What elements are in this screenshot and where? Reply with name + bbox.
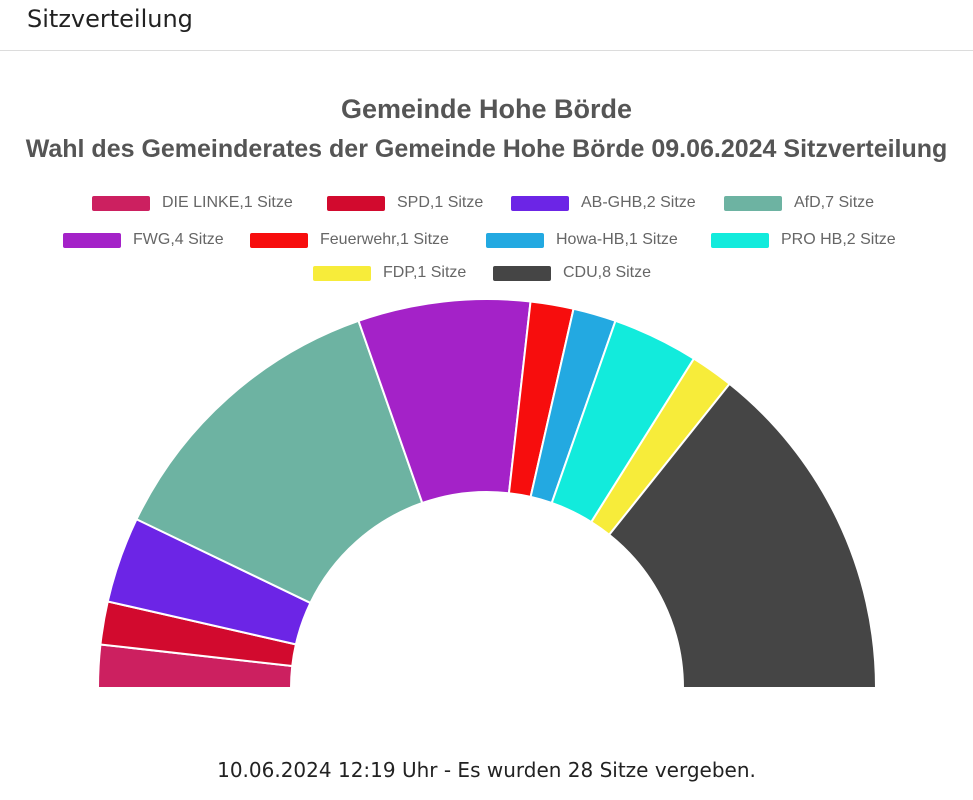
legend-swatch xyxy=(711,232,769,248)
legend-item[interactable]: PRO HB,2 Sitze xyxy=(711,227,896,253)
legend-item[interactable]: FDP,1 Sitze xyxy=(313,260,466,286)
legend-row: FDP,1 Sitze CDU,8 Sitze xyxy=(0,260,973,286)
legend-swatch xyxy=(724,195,782,211)
legend-swatch xyxy=(313,265,371,281)
chart-subtitle: Wahl des Gemeinderates der Gemeinde Hohe… xyxy=(25,135,948,163)
legend-swatch xyxy=(63,232,121,248)
page-title: Sitzverteilung xyxy=(27,5,193,33)
legend-label: AfD,7 Sitze xyxy=(794,194,875,211)
legend-swatch xyxy=(511,195,569,211)
footer-status: 10.06.2024 12:19 Uhr - Es wurden 28 Sitz… xyxy=(217,758,756,782)
legend-item[interactable]: Howa-HB,1 Sitze xyxy=(486,227,678,253)
legend-label: AB-GHB,2 Sitze xyxy=(581,194,696,211)
legend-item[interactable]: CDU,8 Sitze xyxy=(493,260,651,286)
legend-row: FWG,4 Sitze Feuerwehr,1 Sitze Howa-HB,1 … xyxy=(0,227,973,253)
legend-label: FDP,1 Sitze xyxy=(383,264,467,281)
legend-label: Howa-HB,1 Sitze xyxy=(556,231,678,248)
legend-item[interactable]: AfD,7 Sitze xyxy=(724,190,874,216)
slice-cdu[interactable] xyxy=(607,382,878,689)
legend-swatch xyxy=(493,265,551,281)
legend-item[interactable]: DIE LINKE,1 Sitze xyxy=(92,190,293,216)
legend-label: SPD,1 Sitze xyxy=(397,194,484,211)
legend-label: PRO HB,2 Sitze xyxy=(781,231,896,248)
legend-label: FWG,4 Sitze xyxy=(133,231,224,248)
slice-afd[interactable] xyxy=(135,319,424,605)
legend-item[interactable]: FWG,4 Sitze xyxy=(63,227,224,253)
legend-item[interactable]: Feuerwehr,1 Sitze xyxy=(250,227,449,253)
legend-label: Feuerwehr,1 Sitze xyxy=(320,231,449,248)
legend-item[interactable]: AB-GHB,2 Sitze xyxy=(511,190,696,216)
legend-label: DIE LINKE,1 Sitze xyxy=(162,194,293,211)
page-header: Sitzverteilung xyxy=(0,0,973,51)
legend-row: DIE LINKE,1 Sitze SPD,1 Sitze AB-GHB,2 S… xyxy=(0,190,973,216)
legend-swatch xyxy=(250,232,308,248)
legend-swatch xyxy=(486,232,544,248)
seat-distribution-chart xyxy=(96,298,878,689)
legend-label: CDU,8 Sitze xyxy=(563,264,652,281)
legend-item[interactable]: SPD,1 Sitze xyxy=(327,190,483,216)
legend-swatch xyxy=(92,195,150,211)
legend-swatch xyxy=(327,195,385,211)
chart-title: Gemeinde Hohe Börde xyxy=(340,94,633,124)
